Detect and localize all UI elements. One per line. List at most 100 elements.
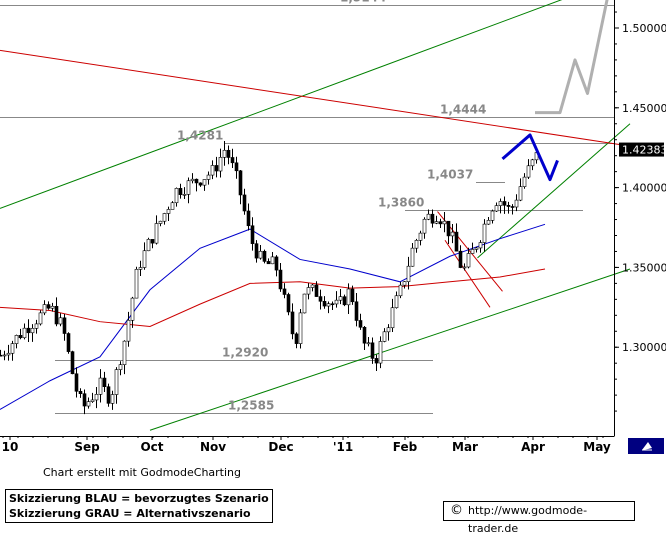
- x-tick-label: '11: [333, 440, 353, 454]
- price-candle: [62, 317, 67, 334]
- price-candle: [386, 327, 391, 333]
- chart-tool-icon[interactable]: [628, 438, 664, 454]
- price-candle: [430, 213, 435, 224]
- y-tick-label: 1.40000: [622, 182, 666, 195]
- y-tick-label: 1.50000: [622, 22, 666, 35]
- price-candle: [230, 157, 235, 164]
- price-candle: [82, 393, 87, 407]
- x-tick-label: Sep: [74, 440, 100, 454]
- price-candle: [262, 250, 267, 262]
- price-candle: [366, 342, 371, 345]
- trend-line: [149, 268, 631, 431]
- legend-gray-scenario: Skizzierung GRAU = Alternativszenario: [9, 507, 251, 520]
- x-tick-label: 10: [2, 440, 19, 454]
- price-candle: [310, 284, 315, 288]
- price-candle: [514, 199, 519, 208]
- price-candle: [494, 205, 499, 212]
- price-candle: [370, 342, 375, 359]
- plot-area: [0, 0, 614, 436]
- moving-average-line: [0, 268, 546, 327]
- price-candle: [218, 156, 223, 172]
- price-candle: [426, 213, 431, 220]
- price-candle: [502, 201, 507, 206]
- price-candle: [190, 178, 195, 182]
- price-candle: [346, 288, 351, 306]
- price-candle: [110, 394, 115, 404]
- price-candle: [330, 303, 335, 306]
- price-candle: [114, 369, 119, 395]
- price-candle: [102, 377, 107, 387]
- x-tick-label: Apr: [521, 440, 545, 454]
- price-candle: [134, 269, 139, 299]
- price-candle: [318, 296, 323, 302]
- price-candle: [394, 295, 399, 309]
- trend-line: [444, 240, 491, 308]
- price-candle: [186, 180, 191, 195]
- price-candle: [338, 296, 343, 301]
- price-candle: [298, 312, 303, 344]
- y-tick-label: 1.30000: [622, 341, 666, 354]
- price-candle: [10, 343, 15, 354]
- price-candle: [246, 210, 251, 227]
- price-candle: [294, 333, 299, 344]
- blue-scenario-sketch: [501, 133, 559, 182]
- source-url[interactable]: http://www.godmode-trader.de: [468, 504, 588, 535]
- price-candle: [58, 317, 63, 325]
- price-candle: [322, 301, 327, 307]
- price-candle: [18, 335, 23, 339]
- trend-line: [477, 123, 631, 259]
- scenario-legend: Skizzierung BLAU = bevorzugtes Szenario …: [5, 489, 273, 523]
- price-candle: [406, 265, 411, 282]
- price-candle: [522, 176, 527, 187]
- price-candle: [158, 220, 163, 224]
- price-candle: [422, 218, 427, 234]
- price-candle: [498, 201, 503, 206]
- price-candle: [530, 159, 535, 167]
- moving-average-line: [0, 223, 546, 410]
- gray-scenario-sketch: [535, 0, 609, 115]
- chart-credit: Chart erstellt mit GodmodeCharting: [43, 466, 241, 479]
- price-candle: [462, 266, 467, 269]
- x-tick-label: Nov: [200, 440, 226, 454]
- price-candle: [74, 373, 79, 392]
- price-candle: [98, 377, 103, 395]
- price-candle: [78, 391, 83, 395]
- price-candle: [506, 204, 511, 207]
- trend-line: [0, 49, 631, 147]
- source-url-box[interactable]: © http://www.godmode-trader.de: [443, 501, 635, 535]
- price-candle: [126, 319, 131, 342]
- price-candle: [46, 304, 51, 309]
- price-candle: [70, 351, 75, 375]
- price-candle: [266, 261, 271, 265]
- price-candle: [282, 288, 287, 295]
- price-candle: [398, 284, 403, 297]
- price-candle: [286, 294, 291, 313]
- price-candle: [470, 249, 475, 254]
- last-price-marker: [619, 142, 664, 157]
- price-candle: [174, 188, 179, 204]
- price-candle: [34, 323, 39, 329]
- y-tick-label: 1.35000: [622, 261, 666, 274]
- price-candle: [202, 179, 207, 186]
- price-candle: [410, 247, 415, 267]
- level-label: 1,4281: [177, 129, 223, 143]
- price-candle: [54, 305, 59, 325]
- price-candle: [290, 311, 295, 335]
- price-candle: [42, 304, 47, 314]
- price-candle: [482, 223, 487, 243]
- x-tick-label: Feb: [393, 440, 418, 454]
- price-candle: [142, 250, 147, 268]
- price-candle: [254, 243, 259, 259]
- price-candle: [66, 333, 71, 352]
- level-label: 1,4037: [427, 168, 473, 182]
- last-price-label: 1.42383: [622, 144, 666, 157]
- price-candle: [486, 220, 491, 225]
- price-candle: [450, 231, 455, 237]
- price-candle: [274, 256, 279, 271]
- price-candle: [210, 165, 215, 176]
- level-label: 1,3860: [378, 196, 424, 210]
- price-candle: [258, 250, 263, 259]
- y-tick-label: 1.45000: [622, 102, 666, 115]
- price-candle: [466, 253, 471, 268]
- price-candle: [214, 165, 219, 172]
